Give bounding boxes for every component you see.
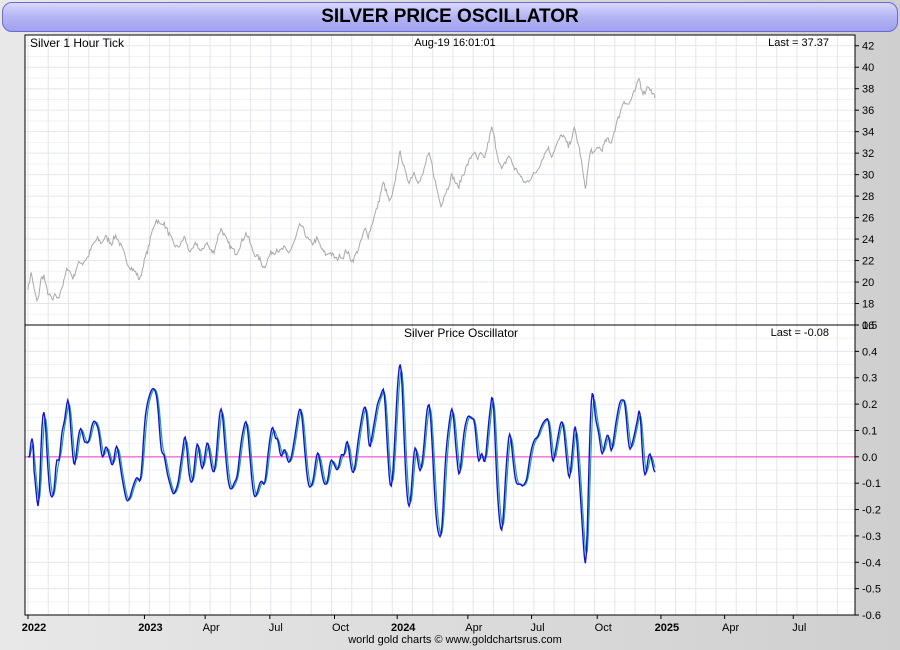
- oscillator-y-tick-label: 0.1: [862, 425, 877, 437]
- x-tick-label: Jul: [792, 622, 806, 634]
- oscillator-y-tick-label: -0.5: [862, 584, 881, 596]
- oscillator-y-tick-label: 0.4: [862, 346, 877, 358]
- oscillator-y-tick-label: 0.2: [862, 399, 877, 411]
- x-tick-label: Apr: [465, 622, 482, 634]
- oscillator-y-axis: -0.6 -0.5 -0.4 -0.3 -0.2 -0.1 0.0 0.1 0.2 0.3 0.4 0…: [855, 320, 881, 622]
- price-plot: [27, 77, 656, 303]
- oscillator-signal-line: [28, 367, 656, 555]
- oscillator-y-tick-label: -0.3: [862, 531, 881, 543]
- oscillator-y-tick-label: -0.6: [862, 610, 881, 622]
- oscillator-y-tick-label: 0.5: [862, 320, 877, 332]
- x-tick-label: 2023: [138, 622, 162, 634]
- x-tick-label: Jul: [269, 622, 283, 634]
- price-timestamp: Aug-19 16:01:01: [414, 37, 495, 49]
- price-y-tick-label: 32: [862, 148, 874, 160]
- chart-footer: world gold charts © www.goldchartsrus.co…: [347, 634, 562, 646]
- price-y-tick-label: 22: [862, 256, 874, 268]
- oscillator-y-tick-label: 0.3: [862, 373, 877, 385]
- price-y-tick-label: 26: [862, 213, 874, 225]
- oscillator-y-tick-label: 0.0: [862, 452, 877, 464]
- price-y-tick-label: 42: [862, 41, 874, 53]
- price-last-value: Last = 37.37: [768, 37, 829, 49]
- price-y-tick-label: 24: [862, 234, 874, 246]
- chart-title: SILVER PRICE OSCILLATOR: [2, 2, 898, 32]
- oscillator-y-tick-label: -0.2: [862, 505, 881, 517]
- price-y-tick-label: 28: [862, 191, 874, 203]
- price-y-tick-label: 20: [862, 277, 874, 289]
- oscillator-last-value: Last = -0.08: [771, 327, 829, 339]
- x-tick-label: 2024: [391, 622, 416, 634]
- x-tick-label: Apr: [722, 622, 739, 634]
- oscillator-y-tick-label: -0.4: [862, 557, 881, 569]
- oscillator-plot: [25, 364, 855, 564]
- price-y-tick-label: 40: [862, 62, 874, 74]
- price-y-tick-label: 34: [862, 127, 874, 139]
- oscillator-panel-title: Silver Price Oscillator: [404, 326, 518, 340]
- price-panel-title: Silver 1 Hour Tick: [30, 36, 125, 50]
- x-tick-label: Apr: [203, 622, 220, 634]
- x-tick-label: Oct: [595, 622, 612, 634]
- price-y-tick-label: 18: [862, 299, 874, 311]
- price-y-tick-label: 30: [862, 170, 874, 182]
- price-y-tick-label: 16: [862, 320, 874, 332]
- price-y-axis: 16 18 20 22 24 26 28 30 32 34 36 38 40 42: [855, 41, 874, 332]
- x-tick-label: 2022: [22, 622, 46, 634]
- x-tick-label: Oct: [332, 622, 349, 634]
- x-tick-label: 2025: [655, 622, 679, 634]
- oscillator-y-tick-label: -0.1: [862, 478, 881, 490]
- price-panel-bg: [25, 35, 855, 325]
- price-line: [27, 77, 656, 303]
- oscillator-line: [28, 364, 656, 564]
- price-y-tick-label: 38: [862, 84, 874, 96]
- x-axis: 2022 2023 Apr Jul Oct 2024 Apr Jul Oct 2025 Apr Jul: [22, 615, 806, 634]
- oscillator-panel-border: [24, 324, 856, 616]
- x-tick-label: Jul: [531, 622, 545, 634]
- price-y-tick-label: 36: [862, 105, 874, 117]
